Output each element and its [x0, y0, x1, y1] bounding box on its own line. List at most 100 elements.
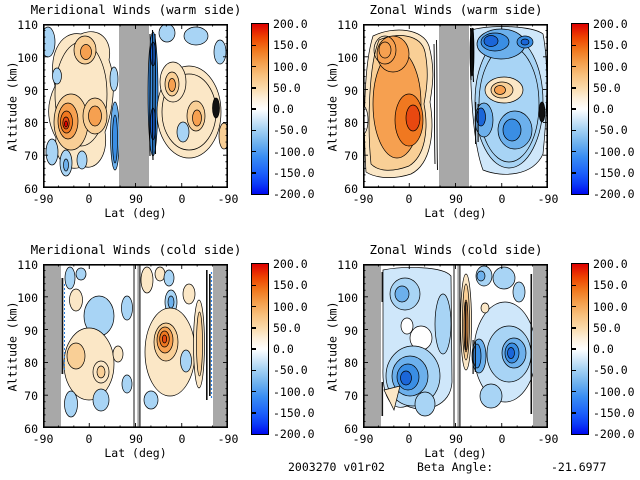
colorbar-tick-label: 50.0: [273, 81, 301, 95]
panel-title: Zonal Winds (warm side): [369, 2, 543, 17]
y-tick-label: 90: [24, 324, 38, 338]
colorbar-tick-label: 50.0: [593, 81, 621, 95]
colorbar: [571, 23, 589, 195]
colorbar-tick-label: 0.0: [273, 102, 294, 116]
y-axis-label: Altitude (km): [325, 61, 340, 152]
x-axis-label: Lat (deg): [104, 206, 167, 220]
colorbar-tick-label: -200.0: [273, 187, 315, 201]
y-tick-label: 60: [24, 182, 38, 196]
panel-zonal-warm: Zonal Winds (warm side) Altitude (km) 11…: [320, 0, 640, 240]
colorbar-tick-label: 100.0: [273, 60, 308, 74]
colorbar-tick-label: 50.0: [273, 321, 301, 335]
x-tick-label: 0: [405, 192, 413, 206]
colorbar-tick-label: 100.0: [593, 60, 628, 74]
colorbar-tick-label: 0.0: [593, 342, 614, 356]
y-tick-label: 100: [337, 291, 358, 305]
x-tick-label: -90: [537, 192, 559, 206]
x-axis-label: Lat (deg): [424, 206, 487, 220]
y-tick-label: 110: [337, 18, 358, 32]
colorbar-tick-label: -100.0: [273, 145, 315, 159]
colorbar-tick-label: -150.0: [593, 166, 635, 180]
x-tick-label: 0: [85, 432, 93, 446]
colorbar-tick-label: -100.0: [273, 385, 315, 399]
x-tick-label: -90: [32, 192, 54, 206]
y-tick-label: 60: [344, 182, 358, 196]
y-tick-label: 60: [344, 422, 358, 436]
x-tick-label: -90: [217, 432, 239, 446]
contour-plot-meridional-cold: [43, 264, 228, 428]
colorbar: [571, 263, 589, 435]
y-axis-label: Altitude (km): [5, 61, 20, 152]
colorbar-tick-label: -200.0: [593, 427, 635, 441]
panel-title: Meridional Winds (cold side): [30, 242, 242, 257]
colorbar: [251, 263, 269, 435]
y-axis-label: Altitude (km): [325, 301, 340, 392]
panel-meridional-warm: Meridional Winds (warm side) Altitude (k…: [0, 0, 320, 240]
x-tick-label: 90: [449, 192, 463, 206]
y-tick-label: 90: [344, 84, 358, 98]
x-axis-label: Lat (deg): [104, 446, 167, 460]
x-tick-label: 0: [498, 192, 506, 206]
panel-title: Meridional Winds (warm side): [30, 2, 242, 17]
colorbar-tick-label: 150.0: [273, 38, 308, 52]
y-tick-label: 100: [17, 51, 38, 65]
colorbar-tick-label: 100.0: [273, 300, 308, 314]
colorbar-tick-label: -50.0: [273, 363, 308, 377]
x-tick-label: -90: [32, 432, 54, 446]
run-id-text: 2003270 v01r02: [288, 460, 385, 474]
y-tick-label: 110: [17, 18, 38, 32]
x-tick-label: 90: [129, 432, 143, 446]
y-tick-label: 100: [337, 51, 358, 65]
x-tick-label: -90: [352, 432, 374, 446]
colorbar-tick-label: -50.0: [593, 363, 628, 377]
y-tick-label: 110: [337, 258, 358, 272]
colorbar-tick-label: 200.0: [273, 257, 308, 271]
colorbar-tick-label: 150.0: [273, 278, 308, 292]
y-tick-label: 80: [24, 356, 38, 370]
y-tick-label: 80: [344, 356, 358, 370]
x-tick-label: 0: [85, 192, 93, 206]
colorbar-tick-label: -200.0: [593, 187, 635, 201]
contour-plot-zonal-cold: [363, 264, 548, 428]
panel-zonal-cold: Zonal Winds (cold side) Altitude (km) 11…: [320, 240, 640, 480]
colorbar-tick-label: -150.0: [593, 406, 635, 420]
contour-plot-meridional-warm: [43, 24, 228, 188]
y-tick-label: 80: [24, 116, 38, 130]
beta-angle-value: -21.6977: [551, 460, 607, 474]
colorbar-tick-label: -150.0: [273, 166, 315, 180]
colorbar-tick-label: 200.0: [593, 17, 628, 31]
y-tick-label: 100: [17, 291, 38, 305]
colorbar-tick-label: -50.0: [593, 123, 628, 137]
contour-plot-zonal-warm: [363, 24, 548, 188]
colorbar-tick-label: -100.0: [593, 145, 635, 159]
x-tick-label: -90: [217, 192, 239, 206]
colorbar-tick-label: -150.0: [273, 406, 315, 420]
y-axis-label: Altitude (km): [5, 301, 20, 392]
colorbar-tick-label: 0.0: [273, 342, 294, 356]
y-tick-label: 70: [344, 149, 358, 163]
y-tick-label: 110: [17, 258, 38, 272]
colorbar: [251, 23, 269, 195]
x-tick-label: 90: [449, 432, 463, 446]
x-tick-label: -90: [352, 192, 374, 206]
colorbar-tick-label: 150.0: [593, 38, 628, 52]
x-tick-label: 0: [498, 432, 506, 446]
colorbar-tick-label: -50.0: [273, 123, 308, 137]
y-tick-label: 90: [24, 84, 38, 98]
x-axis-label: Lat (deg): [424, 446, 487, 460]
x-tick-label: 0: [178, 432, 186, 446]
colorbar-tick-label: 50.0: [593, 321, 621, 335]
panel-title: Zonal Winds (cold side): [369, 242, 543, 257]
y-tick-label: 90: [344, 324, 358, 338]
colorbar-tick-label: 200.0: [593, 257, 628, 271]
colorbar-tick-label: 150.0: [593, 278, 628, 292]
y-tick-label: 70: [24, 389, 38, 403]
x-tick-label: 90: [129, 192, 143, 206]
panel-meridional-cold: Meridional Winds (cold side) Altitude (k…: [0, 240, 320, 480]
colorbar-tick-label: 100.0: [593, 300, 628, 314]
y-tick-label: 70: [24, 149, 38, 163]
x-tick-label: 0: [178, 192, 186, 206]
colorbar-tick-label: 0.0: [593, 102, 614, 116]
colorbar-tick-label: -200.0: [273, 427, 315, 441]
beta-angle-label: Beta Angle:: [417, 460, 494, 474]
